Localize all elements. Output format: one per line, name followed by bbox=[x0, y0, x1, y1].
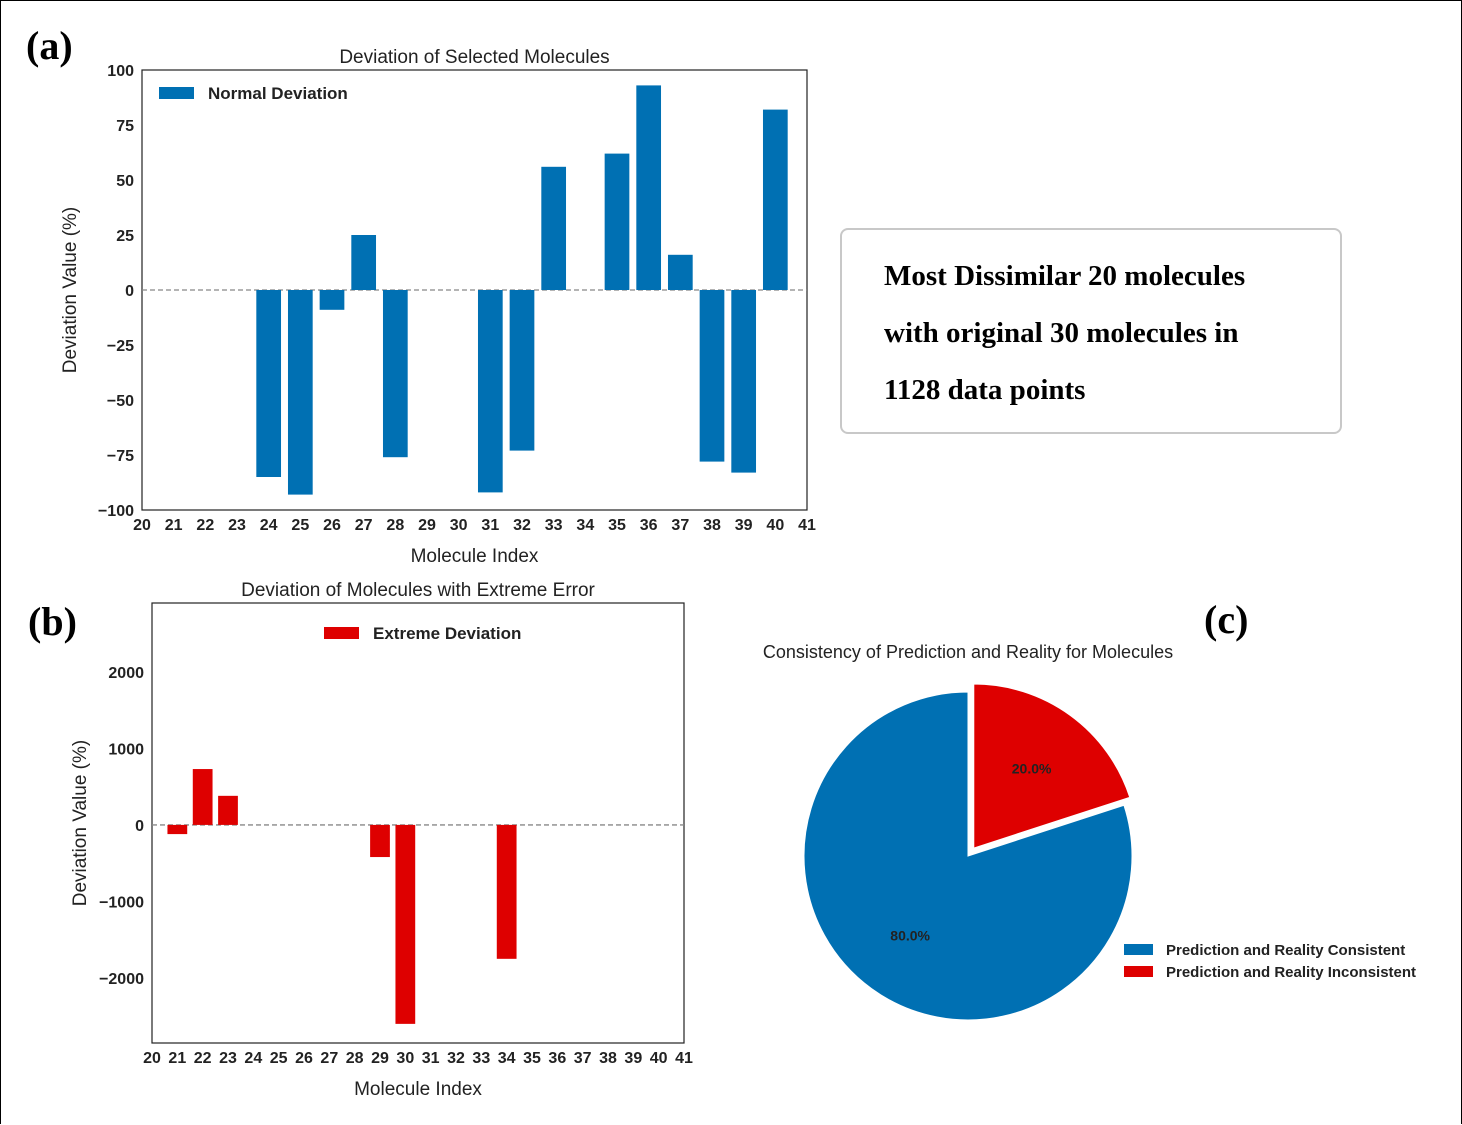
annotation-line-2: with original 30 molecules in bbox=[884, 317, 1239, 349]
panel-a-label: (a) bbox=[26, 23, 73, 68]
annotation-line-3: 1128 data points bbox=[884, 374, 1086, 406]
annotation-line-1: Most Dissimilar 20 molecules bbox=[884, 260, 1246, 292]
panel-b-label: (b) bbox=[28, 599, 77, 644]
panel-c-label: (c) bbox=[1204, 597, 1249, 642]
annotation-box: Most Dissimilar 20 molecules with origin… bbox=[840, 228, 1342, 434]
